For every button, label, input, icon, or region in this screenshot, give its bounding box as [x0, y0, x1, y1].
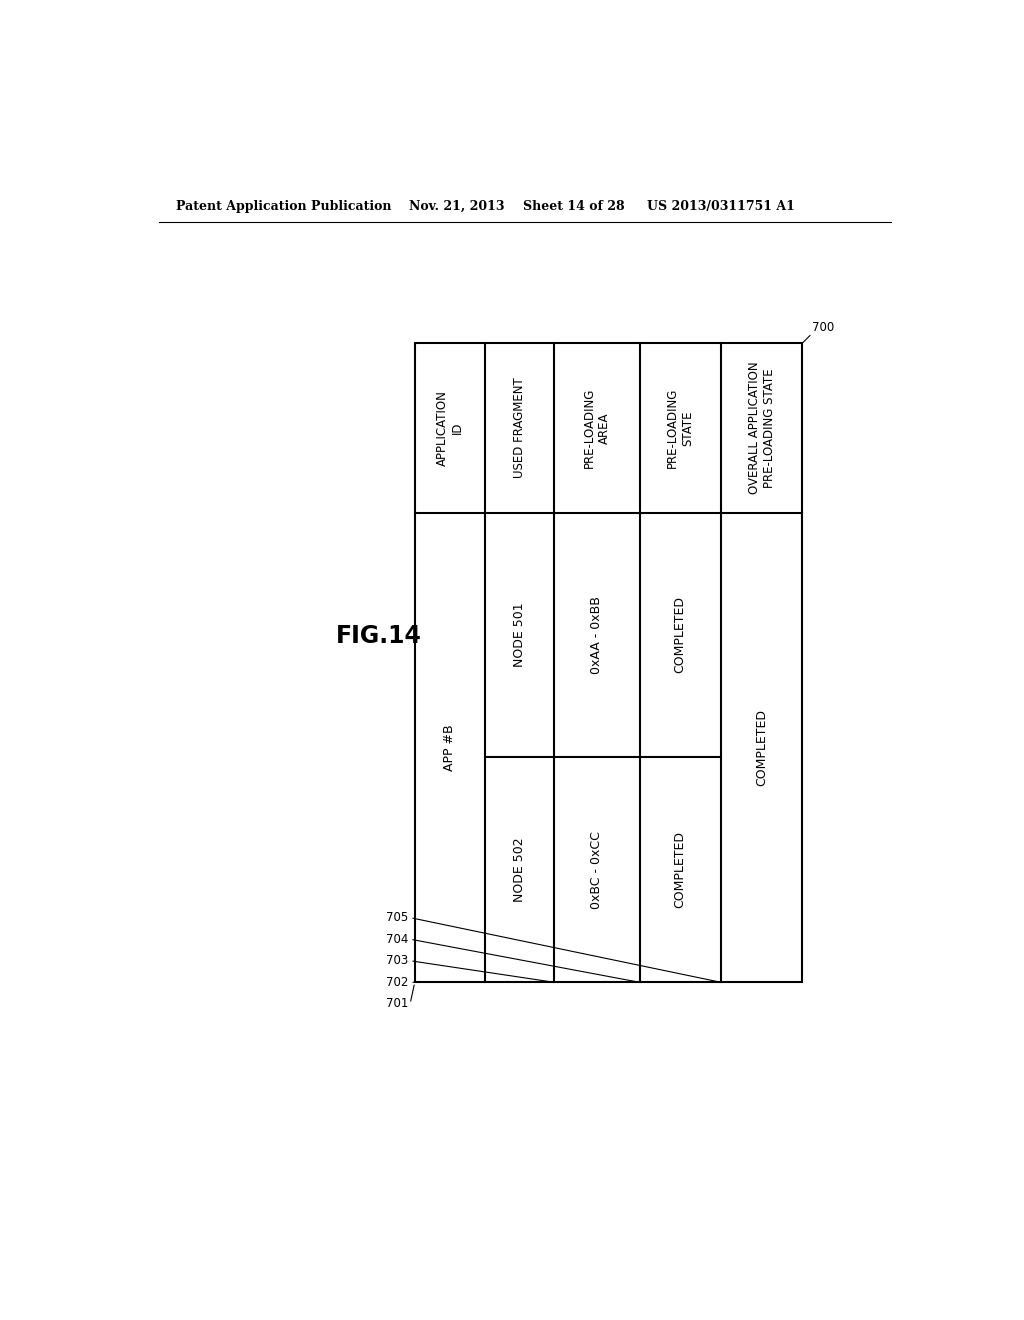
Text: 700: 700 [812, 321, 834, 334]
Text: PRE-LOADING
STATE: PRE-LOADING STATE [667, 388, 694, 469]
Text: APPLICATION
ID: APPLICATION ID [435, 389, 464, 466]
Text: APP #B: APP #B [443, 725, 456, 771]
Text: 703: 703 [386, 954, 409, 968]
Text: 0xBC - 0xCC: 0xBC - 0xCC [591, 830, 603, 908]
Text: OVERALL APPLICATION
PRE-LOADING STATE: OVERALL APPLICATION PRE-LOADING STATE [748, 362, 775, 494]
Text: PRE-LOADING
AREA: PRE-LOADING AREA [583, 388, 611, 469]
Text: FIG.14: FIG.14 [336, 624, 422, 648]
Text: Patent Application Publication: Patent Application Publication [176, 199, 391, 213]
Text: 705: 705 [386, 911, 409, 924]
Text: NODE 502: NODE 502 [513, 837, 526, 902]
Text: COMPLETED: COMPLETED [755, 709, 768, 785]
Bar [415, 343, 802, 982]
Text: COMPLETED: COMPLETED [674, 597, 687, 673]
Text: COMPLETED: COMPLETED [674, 832, 687, 908]
Text: NODE 501: NODE 501 [513, 602, 526, 667]
Text: Sheet 14 of 28: Sheet 14 of 28 [523, 199, 625, 213]
Text: US 2013/0311751 A1: US 2013/0311751 A1 [647, 199, 795, 213]
Text: Nov. 21, 2013: Nov. 21, 2013 [409, 199, 504, 213]
Text: 701: 701 [386, 998, 409, 1010]
Text: 702: 702 [386, 975, 409, 989]
Text: USED FRAGMENT: USED FRAGMENT [513, 378, 526, 478]
Text: 0xAA - 0xBB: 0xAA - 0xBB [591, 595, 603, 673]
Text: 704: 704 [386, 933, 409, 945]
